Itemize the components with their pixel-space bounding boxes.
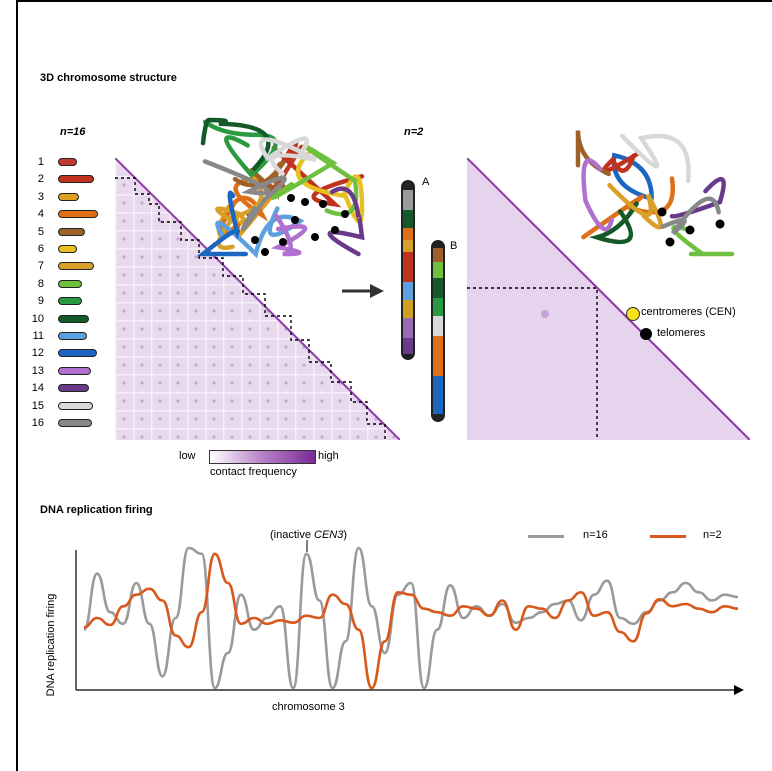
legend-line-n2 bbox=[650, 535, 686, 538]
chromosome-strand bbox=[611, 152, 654, 201]
chromosome-number-5: 5 bbox=[37, 225, 44, 238]
chromosome-bar-13 bbox=[58, 366, 91, 375]
telomere-marker-icon bbox=[640, 328, 652, 340]
figure-frame bbox=[16, 0, 772, 771]
chromosome-number-8: 8 bbox=[37, 277, 44, 290]
chromosome-strand bbox=[588, 201, 639, 245]
centromere-marker-icon bbox=[626, 307, 640, 321]
series-line-n=16 bbox=[82, 546, 739, 690]
chromosome-bar-11 bbox=[58, 332, 87, 340]
chromosome-strand bbox=[196, 190, 248, 257]
telomere-dot bbox=[715, 219, 725, 229]
section-title-replication: DNA replication firing bbox=[40, 504, 153, 516]
inactive-cen3-annotation: (inactive CEN3) bbox=[270, 529, 348, 541]
chromosome-number-3: 3 bbox=[37, 190, 44, 203]
section-title-3d: 3D chromosome structure bbox=[40, 72, 177, 84]
colorbar bbox=[209, 450, 316, 464]
chromosome-number-16: 16 bbox=[31, 417, 44, 429]
chromosome-strand bbox=[669, 177, 726, 219]
telomere-dot bbox=[279, 238, 287, 246]
chromosome-number-13: 13 bbox=[31, 364, 44, 377]
chromosome-bar-16 bbox=[58, 419, 92, 427]
chromosome-bar-5 bbox=[58, 227, 85, 236]
chromosome-number-12: 12 bbox=[31, 347, 44, 360]
chromosome-strand bbox=[271, 140, 365, 208]
chart-ylabel: DNA replication firing bbox=[45, 594, 57, 697]
legend-centromeres: centromeres (CEN) bbox=[641, 306, 736, 318]
chromosome-strand bbox=[258, 136, 317, 177]
fused-chromosome-a bbox=[401, 180, 415, 360]
chromosome-bar-7 bbox=[58, 262, 94, 271]
chromosome-strand bbox=[581, 158, 614, 232]
chromosome-bar-4 bbox=[58, 210, 98, 219]
telomere-dot bbox=[291, 216, 299, 224]
chromosome-strand bbox=[620, 133, 691, 184]
chromosome-strand bbox=[660, 196, 721, 236]
chromosome-number-1: 1 bbox=[37, 156, 44, 168]
chromosome-bar-15 bbox=[58, 401, 93, 410]
colorbar-title: contact frequency bbox=[210, 466, 297, 478]
telomere-dot bbox=[685, 225, 695, 235]
chromosome-bar-3 bbox=[58, 192, 79, 201]
chromosome-number-2: 2 bbox=[37, 173, 44, 186]
chromosome-bar-12 bbox=[58, 349, 97, 358]
telomere-dot bbox=[665, 237, 675, 247]
chromosome-number-14: 14 bbox=[31, 382, 44, 395]
chromosome-number-15: 15 bbox=[31, 399, 44, 412]
chromosome-number-7: 7 bbox=[37, 260, 44, 273]
structure-3d-n16 bbox=[196, 117, 365, 259]
fused-chromosome-b bbox=[431, 240, 445, 422]
chromosome-bar-9 bbox=[58, 297, 82, 306]
chromosome-bar-2 bbox=[58, 175, 94, 184]
chromosome-strand bbox=[295, 151, 365, 224]
legend-telomeres: telomeres bbox=[657, 327, 706, 339]
telomere-dot bbox=[341, 210, 349, 218]
fused-chr-a-label: A bbox=[422, 176, 430, 188]
telomere-dot bbox=[657, 207, 667, 217]
telomere-dot bbox=[331, 226, 339, 234]
legend-label-n16: n=16 bbox=[583, 529, 608, 541]
chromosome-number-6: 6 bbox=[37, 243, 44, 255]
chromosome-number-10: 10 bbox=[31, 312, 44, 325]
structure-3d-n2 bbox=[575, 130, 735, 257]
telomere-dot bbox=[251, 236, 259, 244]
chromosome-number-11: 11 bbox=[32, 330, 44, 342]
chromosome-strand bbox=[601, 151, 640, 174]
legend-line-n16 bbox=[528, 535, 564, 538]
legend-label-n2: n=2 bbox=[703, 529, 722, 541]
chromosome-strand bbox=[270, 213, 308, 257]
chromosome-strand bbox=[327, 186, 365, 257]
chromosome-number-4: 4 bbox=[37, 208, 44, 221]
chromosome-strand bbox=[215, 206, 305, 259]
colorbar-high: high bbox=[318, 450, 339, 462]
chromosome-bar-10 bbox=[58, 314, 89, 323]
fused-chr-b-label: B bbox=[450, 240, 458, 252]
chromosome-bar-14 bbox=[58, 384, 89, 393]
x-axis-arrow-icon bbox=[734, 685, 744, 695]
chromosome-number-9: 9 bbox=[37, 295, 44, 308]
heatmap-n16 bbox=[115, 158, 400, 440]
chromosome-strand bbox=[607, 183, 663, 230]
telomere-dot bbox=[301, 198, 309, 206]
replication-chart: DNA replication firing bbox=[45, 540, 744, 697]
telomere-dot bbox=[287, 194, 295, 202]
chromosome-bar-8 bbox=[58, 279, 82, 288]
telomere-dot bbox=[319, 200, 327, 208]
series-line-n=2 bbox=[83, 552, 739, 690]
panel-label-n16: n=16 bbox=[60, 126, 86, 138]
chromosome-strand bbox=[671, 224, 735, 257]
colorbar-low: low bbox=[179, 450, 196, 462]
panel-label-n2: n=2 bbox=[404, 126, 424, 138]
chromosome-strand bbox=[202, 119, 278, 179]
arrow-icon bbox=[342, 284, 384, 298]
chromosome-strand bbox=[202, 159, 287, 232]
chart-xlabel: chromosome 3 bbox=[272, 701, 345, 713]
chromosome-bar-1 bbox=[58, 158, 77, 166]
telomere-dot bbox=[311, 233, 319, 241]
chromosome-bar-6 bbox=[58, 245, 77, 253]
telomere-dot bbox=[261, 248, 269, 256]
